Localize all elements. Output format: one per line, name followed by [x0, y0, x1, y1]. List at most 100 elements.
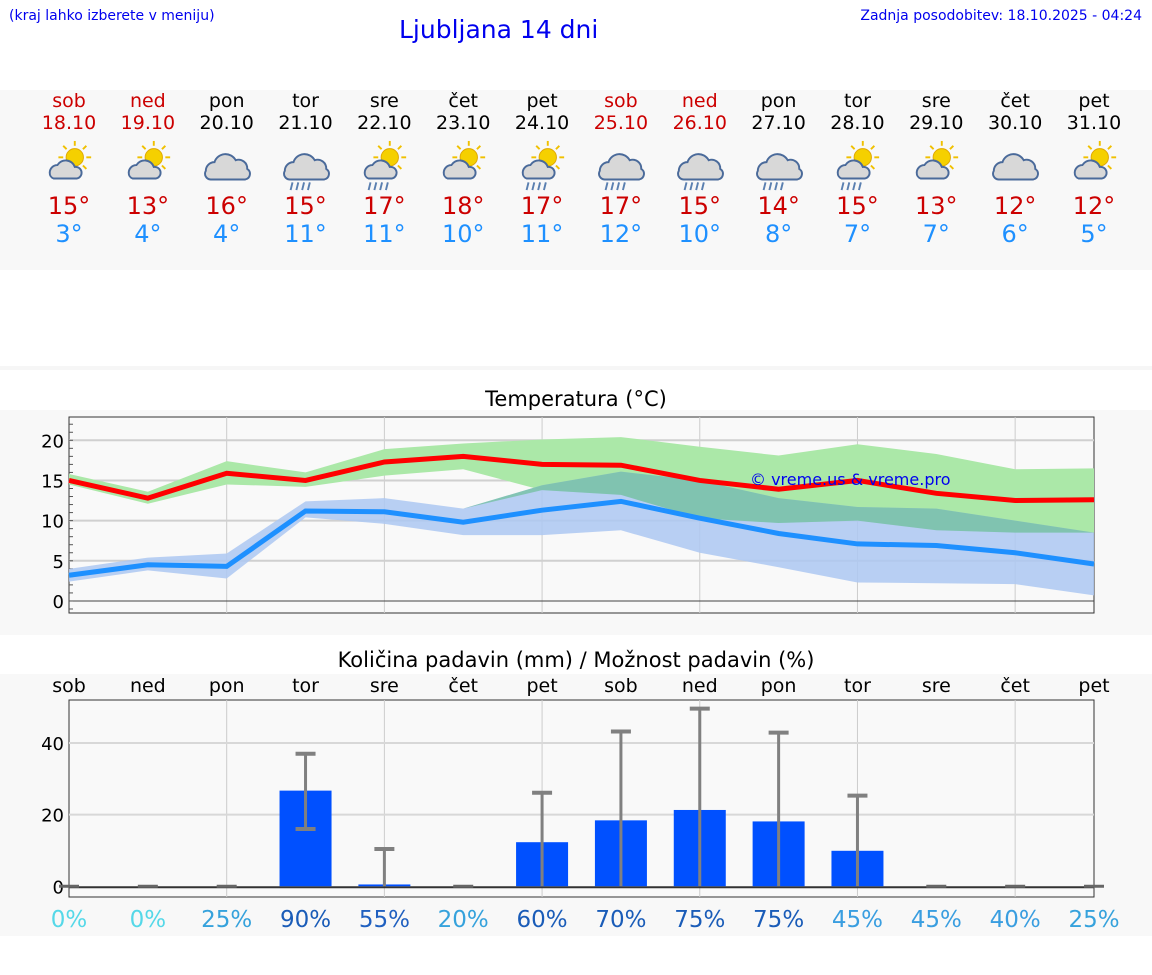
max-temp: 14°	[757, 192, 800, 220]
min-temp-range-band	[69, 471, 1094, 596]
day-name: sob	[52, 90, 86, 112]
day-name: pon	[208, 90, 245, 112]
day-date: 27.10	[751, 112, 806, 134]
max-temp: 15°	[47, 192, 91, 220]
precip-probability: 70%	[595, 907, 646, 933]
day-label: ned	[130, 675, 166, 697]
min-temp: 7°	[922, 220, 950, 248]
precip-probability: 40%	[990, 907, 1041, 933]
max-temp: 12°	[1072, 192, 1116, 220]
y-tick-label: 20	[41, 806, 64, 827]
day-name: pet	[1078, 90, 1110, 112]
last-updated: Zadnja posodobitev: 18.10.2025 - 04:24	[860, 8, 1142, 24]
day-label: sob	[604, 675, 638, 697]
y-tick-label: 15	[41, 471, 64, 492]
day-forecast: ned 19.10 13° 4°	[103, 90, 193, 248]
max-temp: 16°	[205, 192, 248, 220]
min-temp: 11°	[363, 220, 406, 248]
day-date: 29.10	[909, 112, 964, 134]
watermark: © vreme.us & vreme.pro	[750, 470, 951, 489]
max-temp: 17°	[520, 192, 564, 220]
day-label: pet	[1078, 675, 1109, 697]
band-overlap	[69, 471, 1094, 569]
day-name: sre	[921, 90, 951, 112]
precipitation-chart-title: Količina padavin (mm) / Možnost padavin …	[337, 648, 815, 672]
day-label: sob	[52, 675, 86, 697]
location-hint: (kraj lahko izberete v meniju)	[9, 8, 215, 24]
day-label: tor	[844, 675, 871, 697]
min-temp: 11°	[284, 220, 327, 248]
day-date: 19.10	[120, 112, 176, 134]
day-forecast: sre 22.10 17° 11°	[339, 90, 429, 248]
partly-sunny-icon	[127, 140, 170, 180]
max-temp: 15°	[836, 192, 879, 220]
min-temp: 3°	[55, 220, 83, 248]
day-date: 18.10	[41, 112, 97, 134]
max-temp: 13°	[915, 192, 958, 220]
min-temp: 4°	[213, 220, 241, 248]
precip-probability: 75%	[753, 907, 804, 933]
precip-probability: 75%	[674, 907, 725, 933]
y-tick-label: 0	[53, 592, 64, 613]
temperature-chart-title: Temperatura (°C)	[485, 387, 667, 411]
day-date: 23.10	[436, 112, 491, 134]
precip-probability: 25%	[1068, 907, 1119, 933]
day-label: ned	[682, 675, 718, 697]
day-date: 28.10	[830, 112, 885, 134]
y-tick-label: 10	[41, 512, 64, 533]
day-name: ned	[129, 90, 166, 112]
day-name: pet	[526, 90, 558, 112]
day-name: pon	[760, 90, 797, 112]
day-date: 30.10	[987, 112, 1043, 134]
day-date: 22.10	[357, 112, 412, 134]
rain-icon	[676, 153, 724, 191]
max-temp: 17°	[599, 192, 643, 220]
min-temp: 7°	[843, 220, 872, 248]
day-name: sob	[604, 90, 638, 112]
min-temp: 10°	[441, 220, 485, 248]
partly-sunny-icon	[1073, 140, 1117, 180]
day-forecast: ned 26.10 15° 10°	[655, 90, 745, 248]
day-forecast: pon 27.10 14° 8°	[734, 90, 824, 248]
y-tick-label: 40	[41, 734, 64, 755]
min-temp-line	[68, 498, 1095, 578]
max-temp: 12°	[993, 192, 1037, 220]
y-tick-label: 0	[53, 877, 64, 898]
day-label: pon	[761, 675, 797, 697]
y-tick-label: 20	[41, 431, 64, 452]
day-forecast: pon 20.10 16° 4°	[182, 90, 272, 248]
day-date: 25.10	[593, 112, 649, 134]
day-label: tor	[292, 675, 319, 697]
day-date: 20.10	[199, 112, 254, 134]
day-label: čet	[448, 675, 478, 697]
precip-probability: 0%	[130, 907, 167, 933]
daily-forecast-strip: sob 18.10 15° 3° ned 19.10 13° 4° pon 20.1…	[0, 90, 1152, 270]
day-label: čet	[1000, 675, 1030, 697]
min-temp: 4°	[134, 220, 162, 248]
day-date: 31.10	[1066, 112, 1122, 134]
day-label: sre	[370, 675, 399, 697]
temperature-chart: 0 5 10 15 20 © vreme.us & vreme.pro	[0, 410, 1152, 635]
day-forecast: pet 24.10 17° 11°	[497, 90, 587, 248]
precip-probability: 90%	[280, 907, 331, 933]
max-temp-line	[68, 453, 1095, 504]
day-name: tor	[844, 90, 871, 112]
rain-icon	[598, 153, 645, 191]
cloudy-icon	[992, 153, 1040, 181]
day-forecast: sob 25.10 17° 12°	[576, 90, 666, 248]
day-forecast: čet 23.10 18° 10°	[418, 90, 508, 248]
min-temp: 12°	[599, 220, 643, 248]
page-title: Ljubljana 14 dni	[399, 15, 599, 44]
sun-rain-icon	[364, 140, 407, 191]
plot-area	[68, 699, 1095, 898]
precip-probability: 55%	[359, 907, 410, 933]
day-forecast: čet 30.10 12° 6°	[970, 90, 1060, 248]
rain-icon	[282, 153, 330, 191]
day-name: čet	[448, 90, 479, 112]
day-forecast: sob 18.10 15° 3°	[24, 90, 114, 248]
day-date: 21.10	[278, 112, 333, 134]
precipitation-chart: 0 20 40 sob 0% ned 0% pon 25% tor 90% sre 55% čet 20% p…	[0, 674, 1152, 936]
max-temp: 13°	[126, 192, 170, 220]
partly-sunny-icon	[442, 140, 486, 180]
day-name: ned	[681, 90, 718, 112]
